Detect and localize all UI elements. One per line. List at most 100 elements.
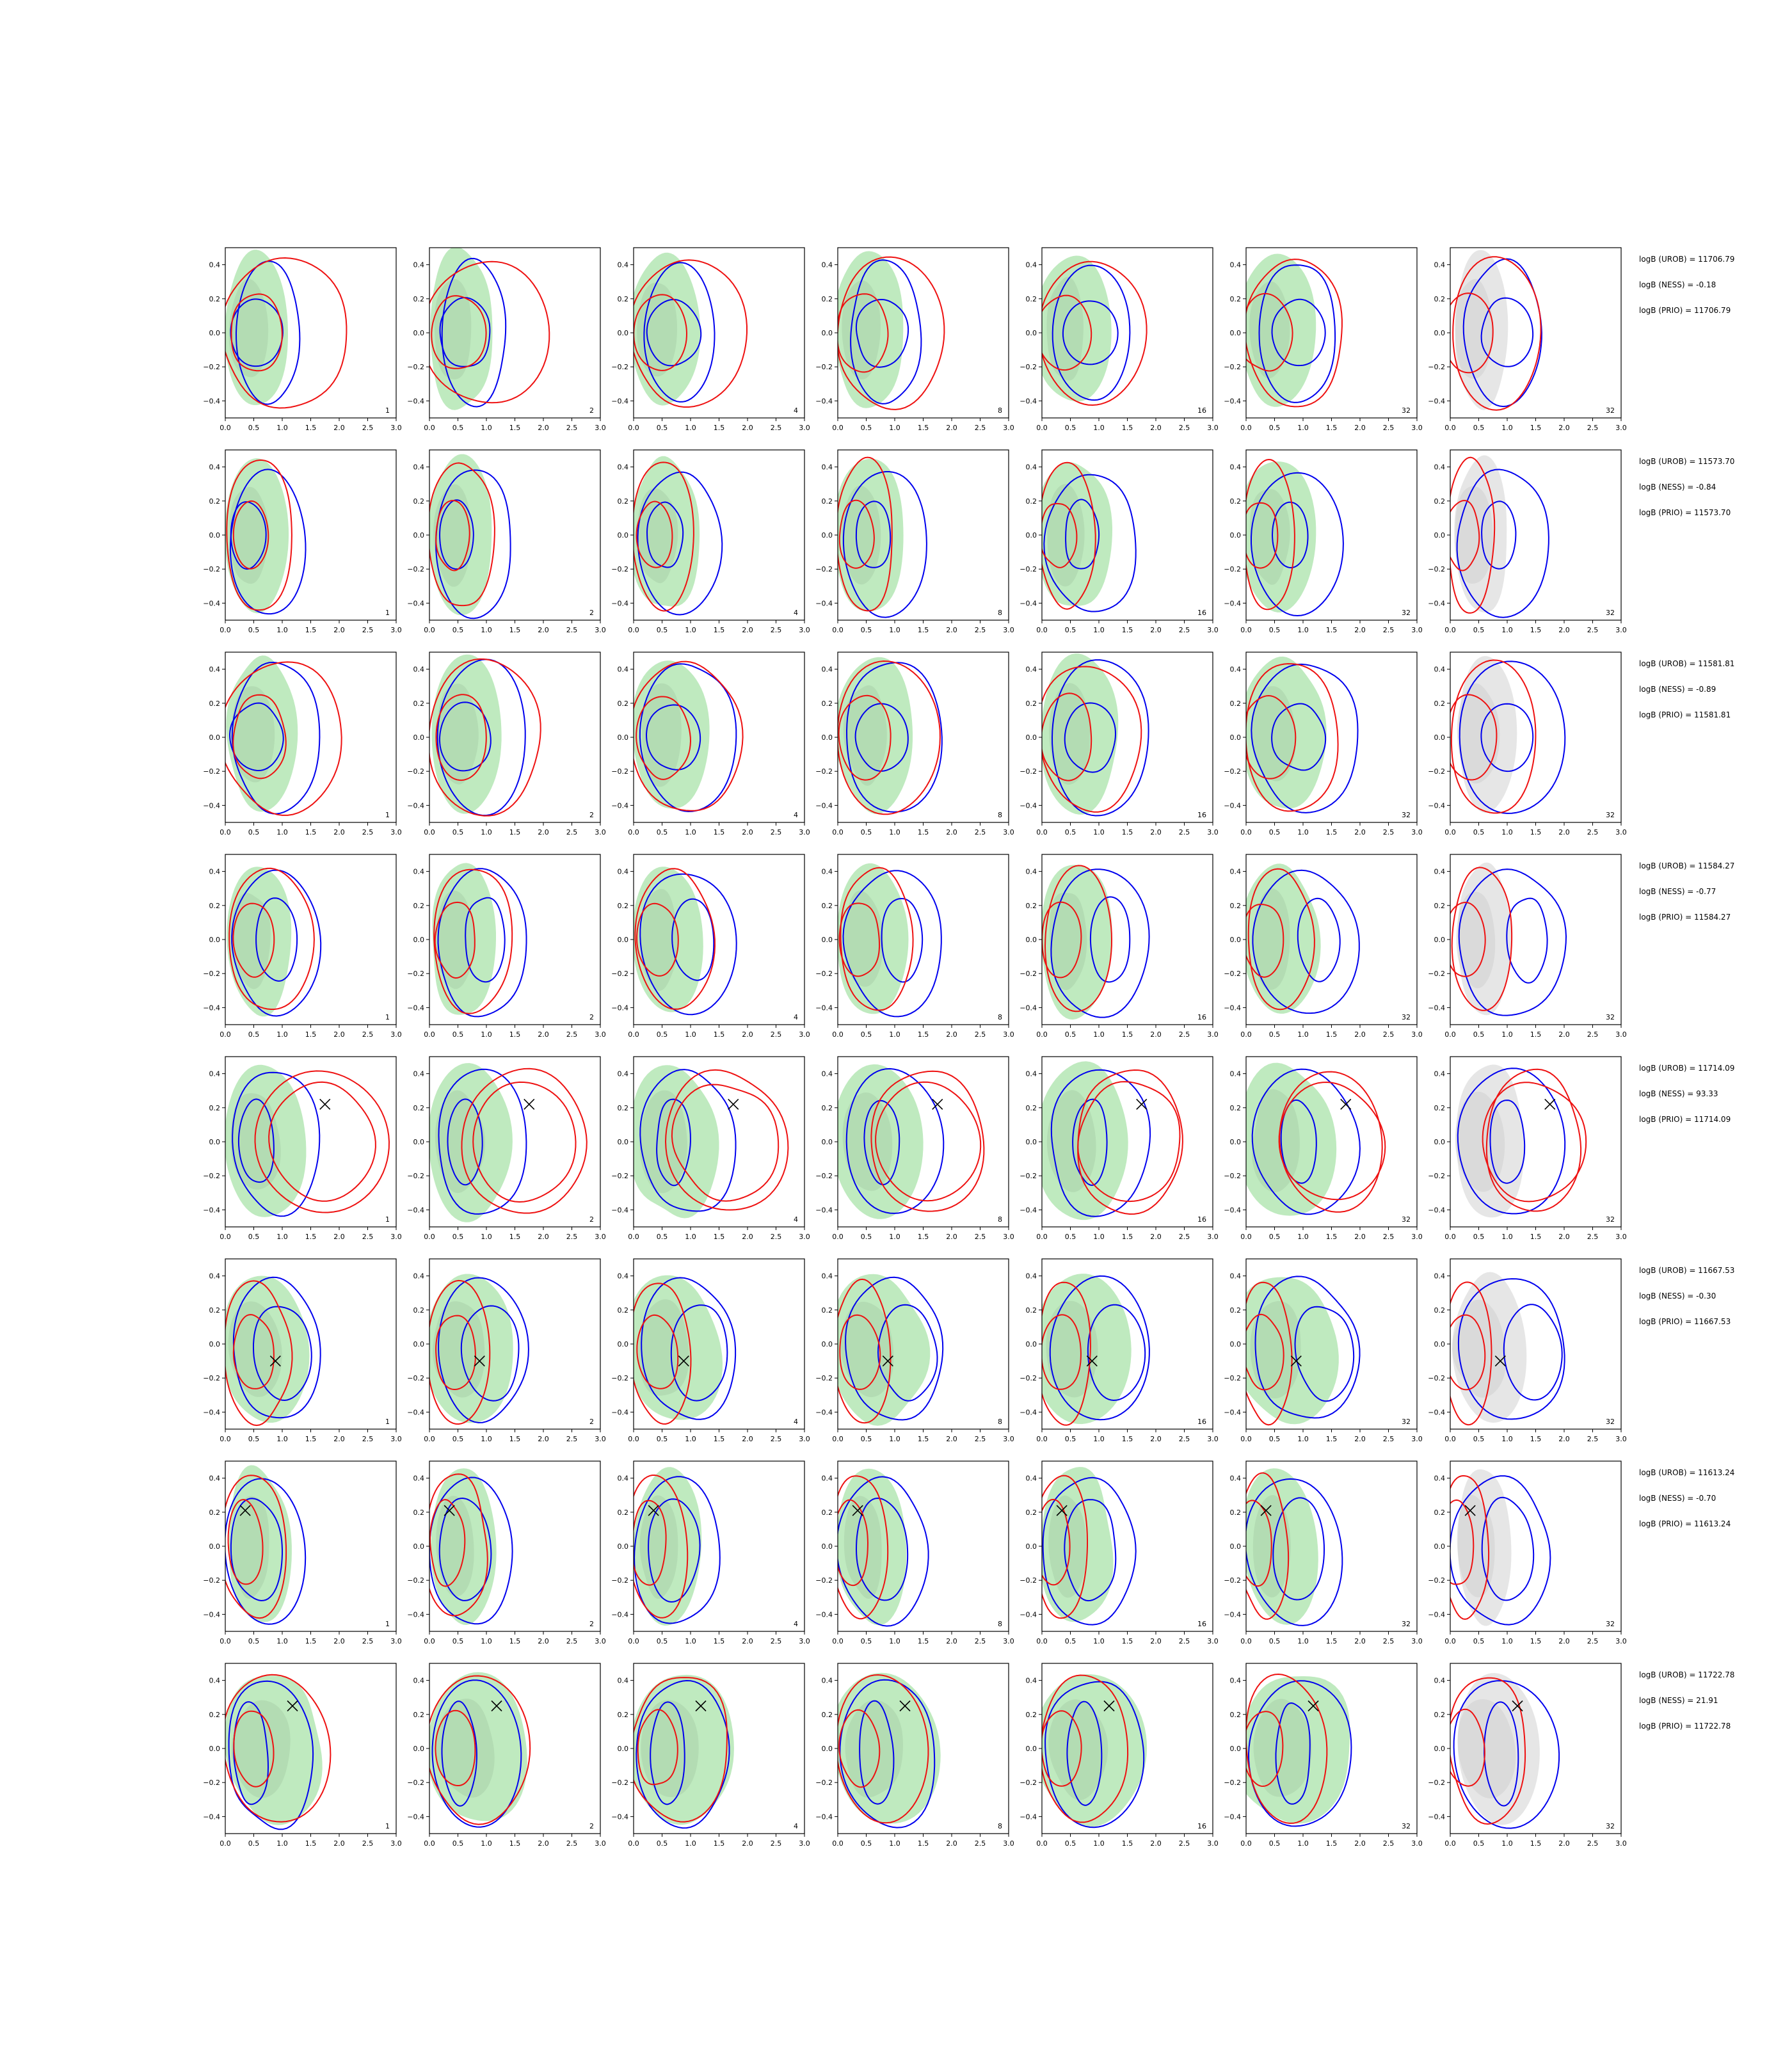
true-value-marker <box>474 1356 485 1367</box>
x-tick-label: 3.0 <box>1207 1030 1219 1039</box>
logb-urob-text: logB (UROB) = 11706.79 <box>1639 255 1734 264</box>
y-tick-label: 0.4 <box>1026 463 1037 472</box>
y-tick-label: 0.0 <box>822 936 833 944</box>
x-tick-label: 2.5 <box>566 1435 578 1443</box>
true-value-marker <box>1290 1356 1302 1367</box>
y-tick-label: 0.4 <box>1434 261 1446 269</box>
y-tick-label: 0.4 <box>618 1070 629 1078</box>
x-tick-label: 0.5 <box>657 1030 668 1039</box>
x-tick-label: 3.0 <box>1207 1233 1219 1241</box>
x-tick-label: 2.0 <box>946 1637 957 1645</box>
panel-sample-label: 16 <box>1197 609 1206 617</box>
y-tick-label: −0.4 <box>203 1812 220 1821</box>
y-tick-label: 0.4 <box>1434 1677 1446 1685</box>
blue-contour-outer <box>225 1478 307 1625</box>
y-tick-label: −0.4 <box>611 1408 628 1416</box>
y-tick-label: −0.2 <box>1224 767 1241 776</box>
y-tick-label: −0.4 <box>1020 801 1037 810</box>
y-tick-label: 0.0 <box>1026 329 1037 337</box>
y-tick-label: −0.2 <box>1020 1779 1037 1787</box>
blue-contour-inner <box>1294 1306 1355 1402</box>
blue-contour-inner <box>648 1498 701 1603</box>
blue-contour-inner <box>1272 1497 1325 1601</box>
x-tick-label: 1.0 <box>481 626 492 634</box>
x-tick-label: 2.5 <box>771 828 782 836</box>
x-tick-label: 2.5 <box>975 1030 986 1039</box>
y-tick-label: −0.4 <box>815 1206 833 1214</box>
red-contour-inner <box>636 696 692 780</box>
y-tick-label: 0.4 <box>413 463 425 472</box>
x-tick-label: 3.0 <box>595 1637 606 1645</box>
x-tick-label: 0.5 <box>657 1435 668 1443</box>
true-value-marker <box>695 1700 707 1712</box>
logb-ness-text: logB (NESS) = -0.89 <box>1639 685 1716 694</box>
y-tick-label: 0.0 <box>209 1138 221 1146</box>
blue-contour-outer <box>637 471 723 616</box>
panel-r7-c6: 0.4 0.2 0.0 −0.2 −0.4 0.0 0.5 1.0 1.5 2.0 2.5 3.0 32 <box>1224 1460 1423 1645</box>
true-value-marker <box>444 1505 455 1516</box>
x-tick-label: 2.0 <box>946 626 957 634</box>
y-tick-label: 0.4 <box>822 1475 833 1483</box>
x-tick-label: 2.5 <box>771 1435 782 1443</box>
x-tick-label: 1.5 <box>1530 1233 1542 1241</box>
x-tick-label: 2.5 <box>566 424 578 432</box>
x-tick-label: 3.0 <box>595 1233 606 1241</box>
x-tick-label: 2.0 <box>1558 1233 1570 1241</box>
y-tick-label: 0.2 <box>1230 700 1242 708</box>
blue-contour-inner <box>447 1098 483 1186</box>
y-tick-label: −0.2 <box>815 1374 833 1382</box>
y-tick-label: 0.2 <box>618 497 629 506</box>
x-tick-label: 3.0 <box>1411 626 1423 634</box>
x-tick-label: 0.5 <box>452 424 464 432</box>
logb-row-2: logB (UROB) = 11573.70 logB (NESS) = -0.8… <box>1639 457 1734 517</box>
red-contour-inner <box>1042 294 1092 371</box>
y-tick-label: −0.2 <box>407 1779 424 1787</box>
y-tick-label: 0.0 <box>1026 1340 1037 1348</box>
y-tick-label: −0.2 <box>1020 970 1037 978</box>
x-tick-label: 0.5 <box>1473 1637 1485 1645</box>
y-tick-label: 0.4 <box>413 261 425 269</box>
y-tick-label: −0.2 <box>815 1172 833 1180</box>
inner-density-region <box>435 1090 485 1194</box>
x-tick-label: 1.0 <box>1093 1637 1105 1645</box>
panel-sample-label: 32 <box>1606 1620 1615 1628</box>
x-tick-label: 1.5 <box>1122 1233 1133 1241</box>
x-tick-label: 1.0 <box>1297 828 1309 836</box>
panel-sample-label: 2 <box>589 609 594 617</box>
y-tick-label: −0.4 <box>1428 397 1445 405</box>
y-tick-label: 0.2 <box>413 1508 425 1517</box>
y-tick-label: −0.2 <box>203 1374 220 1382</box>
red-contour-inner <box>1450 500 1480 572</box>
x-tick-label: 3.0 <box>595 424 606 432</box>
red-contour-inner <box>838 902 881 977</box>
red-contour-inner <box>232 500 269 570</box>
x-tick-label: 0.5 <box>452 626 464 634</box>
red-contour-outer <box>429 658 541 817</box>
red-contour-outer <box>1246 663 1339 812</box>
y-tick-label: −0.4 <box>1428 599 1445 607</box>
y-tick-label: −0.4 <box>1224 801 1241 810</box>
x-tick-label: 0.5 <box>1269 1839 1281 1848</box>
x-tick-label: 1.5 <box>1530 1435 1542 1443</box>
y-tick-label: 0.4 <box>209 1272 221 1281</box>
x-tick-label: 1.5 <box>1326 1435 1338 1443</box>
panel-r6-c1: 0.4 0.2 0.0 −0.2 −0.4 0.0 0.5 1.0 1.5 2.0 2.5 3.0 1 <box>203 1258 402 1443</box>
x-tick-label: 2.0 <box>1150 424 1162 432</box>
blue-contour-outer <box>1458 868 1567 1016</box>
x-tick-label: 3.0 <box>1411 1233 1423 1241</box>
logb-row-7: logB (UROB) = 11613.24 logB (NESS) = -0.7… <box>1639 1468 1734 1528</box>
red-contour-outer <box>1450 456 1496 614</box>
y-tick-label: 0.4 <box>1434 1475 1446 1483</box>
red-contour-inner <box>1042 1710 1082 1787</box>
blue-contour-inner <box>228 702 284 772</box>
panel-r6-c5: 0.4 0.2 0.0 −0.2 −0.4 0.0 0.5 1.0 1.5 2.0 2.5 3.0 16 <box>1020 1258 1219 1443</box>
x-tick-label: 2.0 <box>1354 1435 1366 1443</box>
panel-sample-label: 16 <box>1197 406 1206 415</box>
y-tick-label: 0.4 <box>822 1272 833 1281</box>
blue-contour-outer <box>842 471 927 618</box>
x-tick-label: 3.0 <box>1207 1839 1219 1848</box>
x-tick-label: 3.0 <box>1411 1435 1423 1443</box>
red-contour-outer <box>254 1070 390 1213</box>
red-contour-inner <box>671 1084 780 1202</box>
panel-sample-label: 1 <box>385 1013 390 1021</box>
